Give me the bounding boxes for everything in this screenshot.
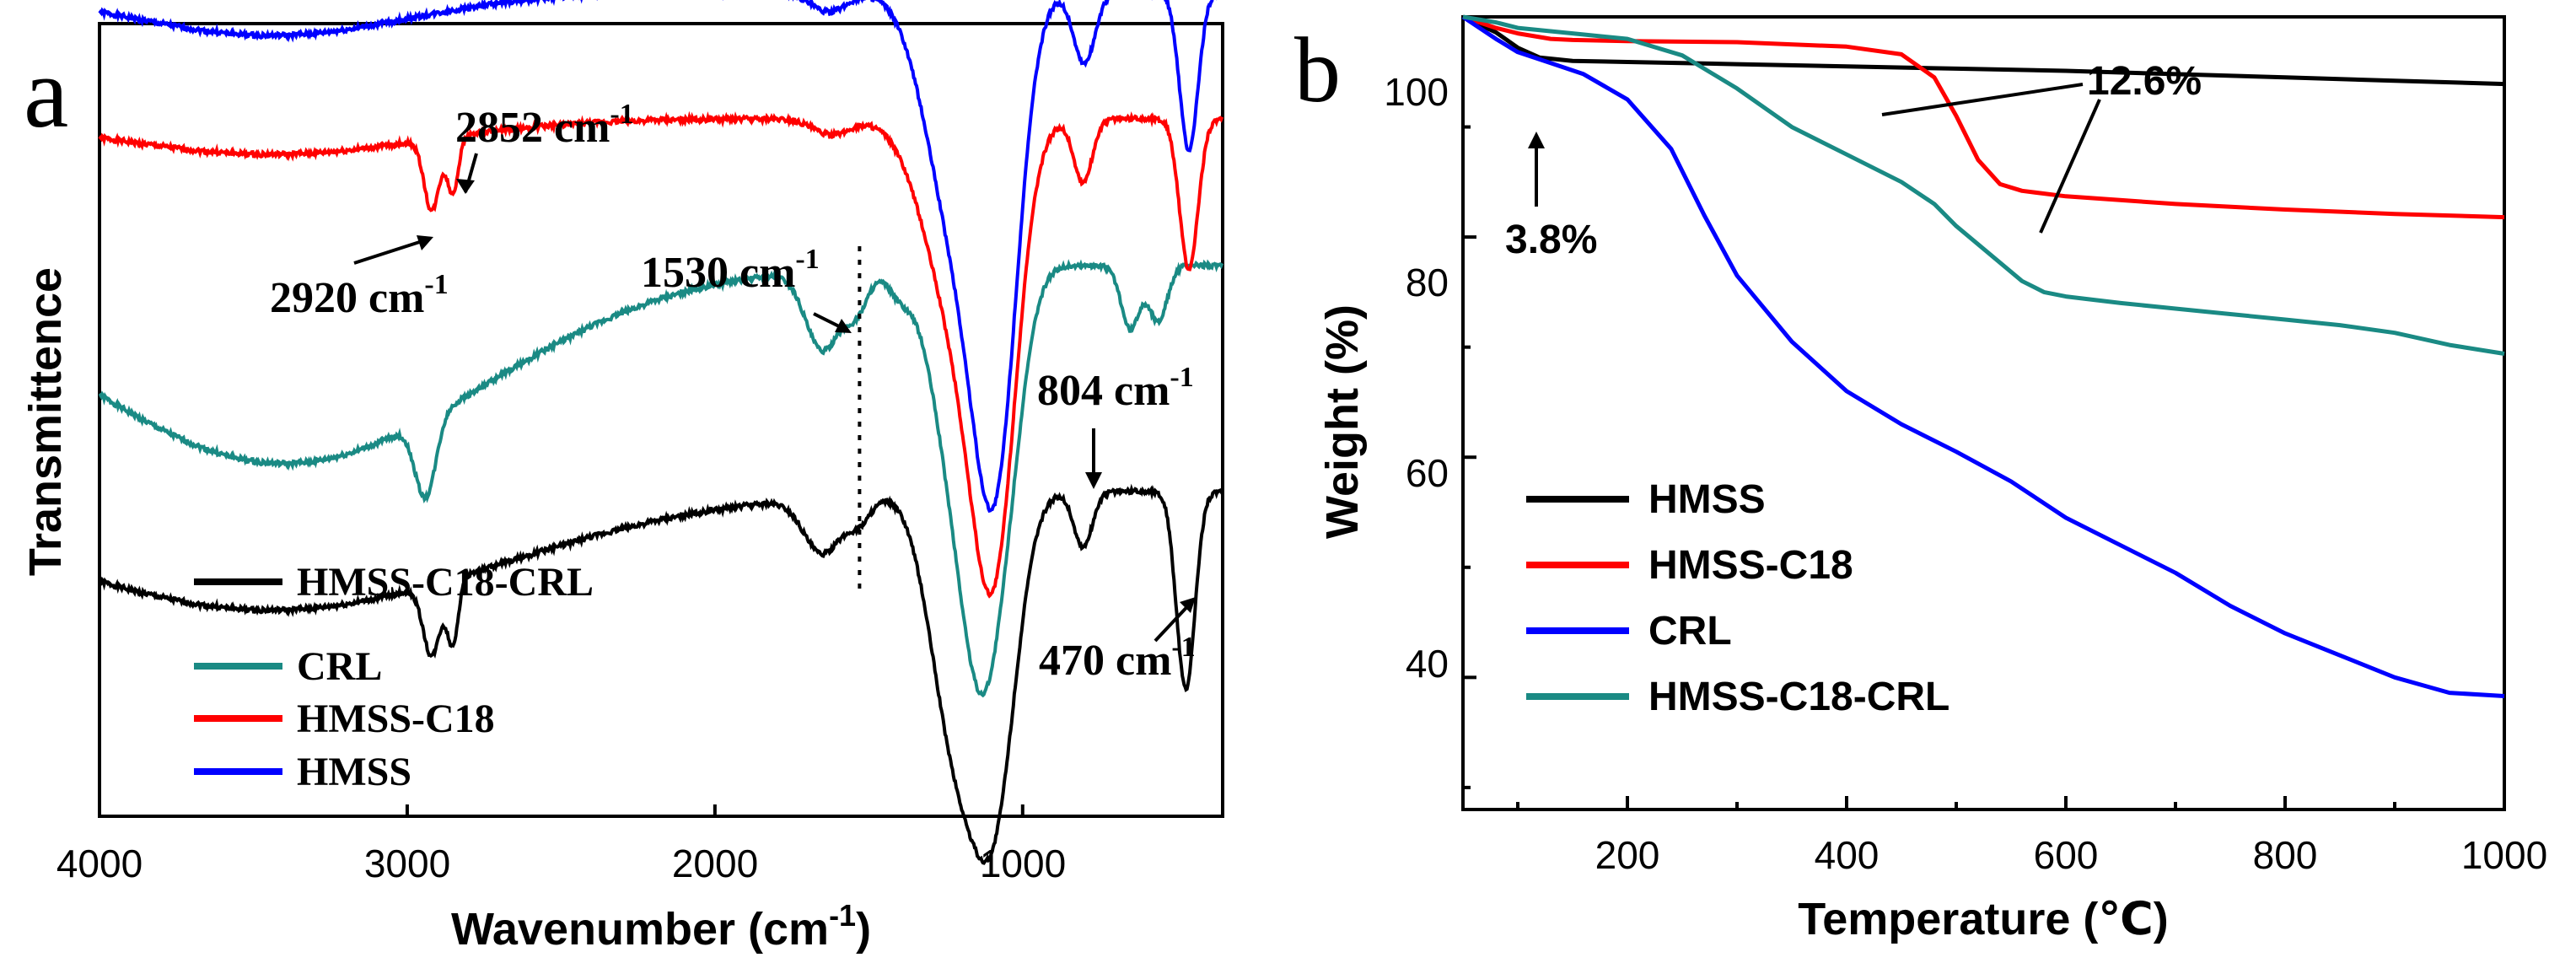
panel-b-ytick-label-60: 60 [1406,451,1449,495]
legend-b-item-hmss: HMSS [1526,477,1766,522]
series-a-hmss-c18-crl [98,483,1224,865]
annotation-470: 470 cm-1 [1039,597,1196,685]
panel-a-ylabel: Transmittence [20,267,71,576]
svg-text:HMSS: HMSS [297,750,411,794]
series-b-hmss-c18 [1462,14,2505,220]
svg-text:1530 cm-1: 1530 cm-1 [641,244,820,297]
panel-a-x-ticks [98,804,1024,816]
legend-a-item-hmss-c18: HMSS-C18 [194,697,495,741]
panel-a-xtick-label-3000: 3000 [364,842,450,885]
svg-text:3.8%: 3.8% [1505,218,1597,262]
svg-text:CRL: CRL [297,644,382,689]
series-a-hmss [98,0,1218,514]
svg-text:2852 cm-1: 2852 cm-1 [455,99,634,152]
panel-b-ticks [1463,15,2506,810]
legend-b-item-hmss-c18: HMSS-C18 [1526,543,1853,588]
panel-b: b 100 80 60 40 200 400 600 800 1000 Temp… [1294,14,2547,944]
legend-b-item-crl: CRL [1526,609,1732,654]
svg-text:HMSS-C18: HMSS-C18 [1648,543,1853,588]
annotation-2920: 2920 cm-1 [270,235,449,322]
annotation-804: 804 cm-1 [1037,362,1194,489]
legend-b-item-hmss-c18-crl: HMSS-C18-CRL [1526,675,1949,719]
panel-b-label: b [1294,19,1341,121]
svg-text:2920 cm-1: 2920 cm-1 [270,269,449,322]
series-a-crl [98,259,1224,698]
panel-a: a 4000 3000 2000 1000 Wavenumber (cm-1) … [20,0,1224,955]
panel-b-xtick-label-200: 200 [1595,833,1660,877]
annotation-2852: 2852 cm-1 [455,99,634,194]
panel-a-legend: HMSS-C18-CRL CRL HMSS-C18 HMSS [194,560,594,794]
panel-b-ytick-label-80: 80 [1406,261,1449,304]
panel-b-series-group [1461,14,2505,698]
panel-a-series-group [98,0,1224,865]
series-b-crl [1461,14,2505,698]
legend-a-item-hmss-c18-crl: HMSS-C18-CRL [194,560,594,605]
panel-b-xtick-label-400: 400 [1815,833,1880,877]
panel-b-xtick-label-1000: 1000 [2461,833,2547,877]
panel-b-ylabel: Weight (%) [1317,304,1368,539]
svg-text:HMSS: HMSS [1648,477,1766,522]
panel-b-legend: HMSS HMSS-C18 CRL HMSS-C18-CRL [1526,477,1949,719]
panel-a-xtick-label-2000: 2000 [672,842,758,885]
panel-b-ytick-label-100: 100 [1384,70,1449,114]
annotation-3-8: 3.8% [1505,132,1597,262]
panel-b-xtick-label-600: 600 [2034,833,2099,877]
svg-text:CRL: CRL [1648,609,1732,654]
panel-b-plot-frame [1461,15,2506,811]
panel-b-xtick-label-800: 800 [2253,833,2318,877]
panel-a-plot-frame [98,22,1224,818]
panel-a-xlabel: Wavenumber (cm-1) [451,898,871,955]
series-b-hmss-c18-crl [1462,14,2505,356]
svg-text:12.6%: 12.6% [2087,59,2202,104]
panel-b-xlabel: Temperature (℃) [1798,894,2168,944]
panel-a-label: a [24,36,68,148]
annotation-12-6: 12.6% [1881,59,2202,234]
svg-text:470 cm-1: 470 cm-1 [1039,632,1196,685]
svg-text:HMSS-C18: HMSS-C18 [297,697,495,741]
panel-b-ytick-label-40: 40 [1406,642,1449,686]
svg-text:HMSS-C18-CRL: HMSS-C18-CRL [1648,675,1949,719]
svg-text:804 cm-1: 804 cm-1 [1037,362,1194,415]
legend-a-item-hmss: HMSS [194,750,411,794]
annotation-1530: 1530 cm-1 [641,244,852,333]
series-a-hmss-c18 [98,110,1224,599]
panel-a-xtick-label-1000: 1000 [980,842,1066,885]
series-b-hmss [1461,14,2505,87]
panel-a-xtick-label-4000: 4000 [56,842,143,885]
legend-a-item-crl: CRL [194,644,382,689]
svg-text:HMSS-C18-CRL: HMSS-C18-CRL [297,560,594,605]
